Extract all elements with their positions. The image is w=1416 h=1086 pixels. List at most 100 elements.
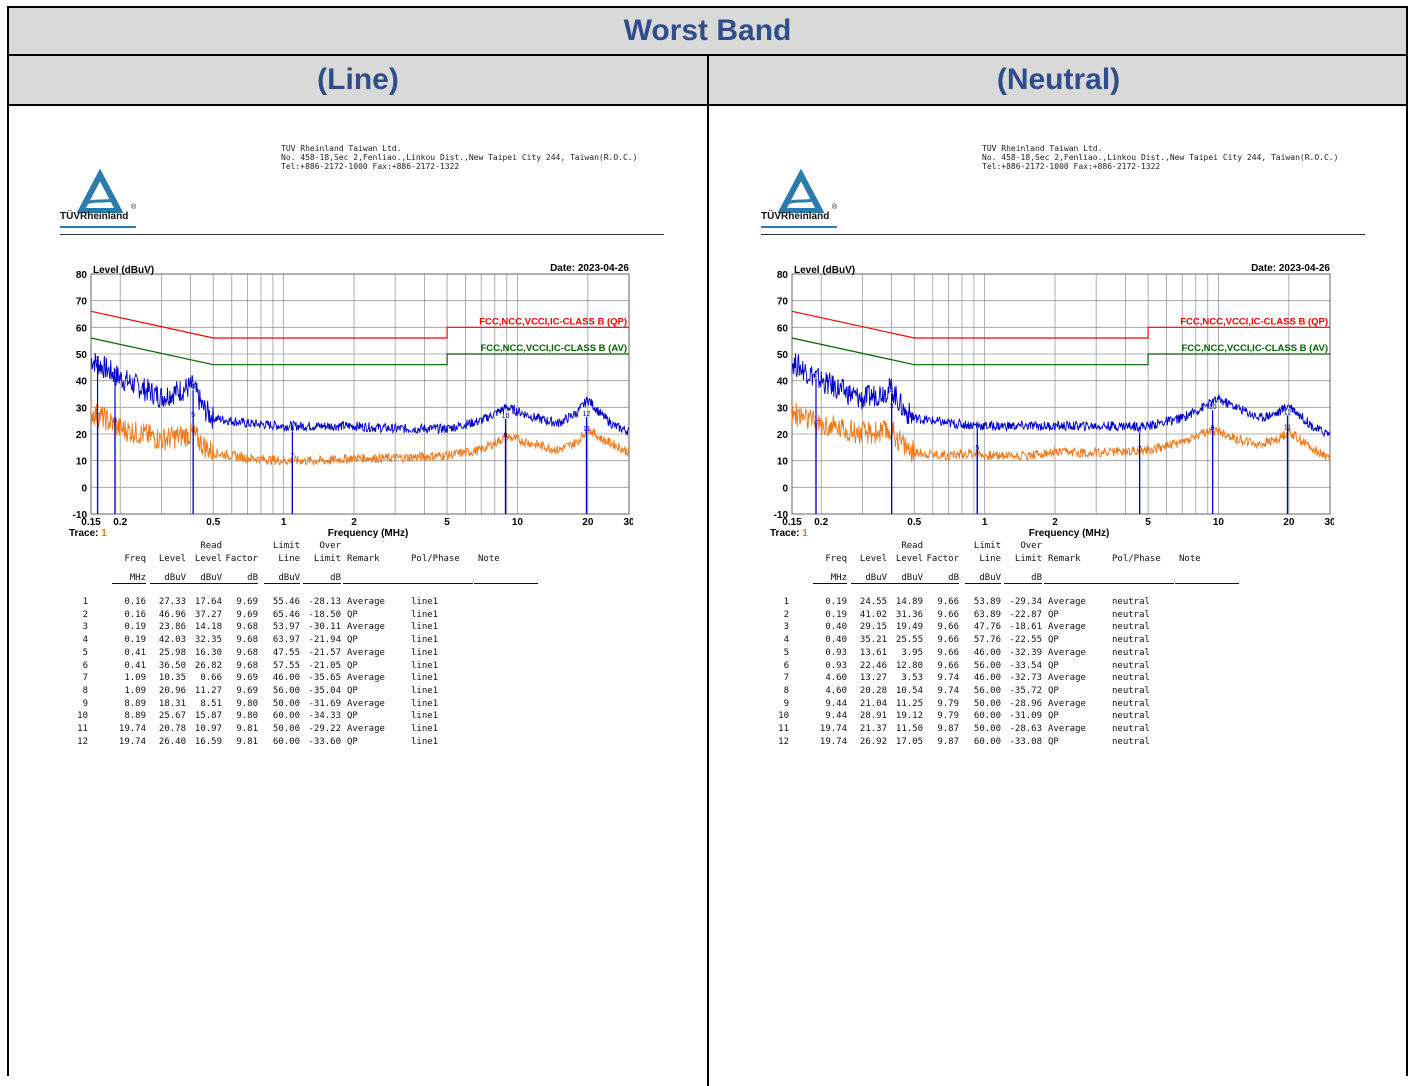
x-tick-label: 20 bbox=[1283, 517, 1295, 528]
table-row-cell: 60.00 bbox=[973, 711, 1001, 722]
table-row-cell: 8 bbox=[82, 685, 88, 696]
table-row-cell: 1 bbox=[82, 597, 88, 607]
marker-label: 6 bbox=[975, 421, 979, 428]
table-row-cell: 9.87 bbox=[937, 736, 959, 747]
table-row-cell: 1.09 bbox=[124, 685, 146, 696]
table-row-cell: 10.35 bbox=[158, 673, 186, 684]
table-row-cell: 10 bbox=[77, 711, 88, 722]
column-header-neutral: (Neutral) bbox=[709, 56, 1408, 104]
table-row-cell: 3 bbox=[82, 622, 88, 633]
table-row-cell: 0.16 bbox=[124, 597, 146, 607]
table-row-cell: 14.89 bbox=[895, 597, 923, 607]
table-row-cell: 25.55 bbox=[895, 635, 923, 646]
table-header-cell: Level bbox=[158, 554, 186, 564]
logo-registered-mark: ® bbox=[832, 204, 838, 211]
table-row-cell: Average bbox=[347, 597, 385, 607]
table-row-cell: 36.50 bbox=[158, 660, 186, 671]
y-tick-label: 20 bbox=[777, 430, 789, 441]
x-tick-label: 0.15 bbox=[81, 517, 101, 528]
table-row-cell: 60.00 bbox=[973, 736, 1001, 747]
table-row-cell: 46.00 bbox=[973, 673, 1001, 684]
logo-underline bbox=[761, 226, 837, 228]
tuv-logo bbox=[60, 163, 140, 233]
table-header-cell: Note bbox=[1179, 554, 1201, 564]
table-row-cell: -35.72 bbox=[1009, 685, 1042, 696]
table-header-cell: Note bbox=[478, 554, 500, 564]
table-row-cell: 24.55 bbox=[859, 597, 887, 607]
table-row-cell: 26.92 bbox=[859, 736, 887, 747]
marker-label: 10 bbox=[502, 413, 510, 420]
emission-chart: -10 0 10 20 30 40 50 60 70 80 0.15 0.2 0.5 1 2 5 10 20 30 L… bbox=[63, 260, 635, 540]
table-row-cell: -33.54 bbox=[1009, 660, 1042, 671]
table-row-cell: 9.79 bbox=[937, 698, 959, 709]
page-title: Worst Band bbox=[623, 14, 792, 47]
unit-underline bbox=[851, 583, 887, 584]
x-axis-label: Frequency (MHz) bbox=[1029, 528, 1110, 539]
table-row-cell: QP bbox=[1048, 660, 1059, 671]
x-tick-label: 2 bbox=[1052, 517, 1058, 528]
table-row-cell: -22.55 bbox=[1009, 635, 1042, 646]
table-row-cell: 11.50 bbox=[895, 724, 923, 734]
table-row-cell: 53.89 bbox=[973, 597, 1001, 607]
unit-underline bbox=[1044, 583, 1108, 584]
unit-underline bbox=[1175, 583, 1239, 584]
average-trace bbox=[90, 404, 630, 466]
table-row-cell: -28.13 bbox=[308, 597, 341, 607]
table-row-cell: QP bbox=[347, 685, 358, 696]
table-row-cell: 0.19 bbox=[825, 609, 847, 620]
table-row-cell: 9 bbox=[82, 698, 88, 709]
x-tick-label: 0.5 bbox=[206, 517, 220, 528]
qp-limit-line bbox=[90, 310, 629, 339]
table-row-cell: 9.66 bbox=[937, 622, 959, 633]
y-tick-label: 30 bbox=[76, 403, 88, 414]
table-row-cell: -33.60 bbox=[308, 736, 341, 747]
table-row-cell: 23.86 bbox=[158, 622, 186, 633]
y-tick-label: 30 bbox=[777, 403, 789, 414]
y-tick-label: 20 bbox=[76, 430, 88, 441]
table-row-cell: Average bbox=[347, 724, 385, 734]
table-unit-cell: dBuV bbox=[901, 573, 923, 583]
table-row-cell: 31.36 bbox=[895, 609, 923, 620]
table-row-cell: -31.69 bbox=[308, 698, 341, 709]
table-row-cell: 12 bbox=[77, 736, 88, 747]
table-row-cell: 11 bbox=[778, 724, 789, 734]
table-row-cell: 0.19 bbox=[124, 635, 146, 646]
table-row-cell: neutral bbox=[1112, 673, 1150, 684]
qp-limit-label: FCC,NCC,VCCI,IC-CLASS B (QP) bbox=[479, 316, 627, 327]
table-header-cell: Line bbox=[278, 554, 300, 564]
table-row-cell: 56.00 bbox=[272, 685, 300, 696]
table-row-cell: 0.19 bbox=[825, 597, 847, 607]
table-row-cell: 16.30 bbox=[194, 647, 222, 658]
table-row-cell: 4 bbox=[82, 635, 88, 646]
table-row-cell: 9.66 bbox=[937, 660, 959, 671]
y-tick-label: 0 bbox=[782, 483, 788, 494]
table-header-cell: Remark bbox=[347, 554, 380, 564]
table-row-cell: 13.61 bbox=[859, 647, 887, 658]
table-row-cell: 9.81 bbox=[236, 736, 258, 747]
table-row-cell: QP bbox=[347, 609, 358, 620]
table-header-cell: Over bbox=[1020, 541, 1042, 551]
table-unit-cell: dBuV bbox=[200, 573, 222, 583]
x-tick-label: 5 bbox=[1145, 517, 1151, 528]
table-row-cell: 0.40 bbox=[825, 635, 847, 646]
table-row-cell: 2 bbox=[783, 609, 789, 620]
table-header-cell: Factor bbox=[225, 554, 258, 564]
table-header-cell: Read bbox=[901, 541, 923, 551]
title-row: Worst Band bbox=[9, 8, 1406, 56]
table-row-cell: line1 bbox=[411, 635, 439, 646]
trace-value: 1 bbox=[802, 528, 808, 539]
table-row-cell: 60.00 bbox=[272, 711, 300, 722]
table-row-cell: 9.66 bbox=[937, 647, 959, 658]
table-header-cell: Line bbox=[979, 554, 1001, 564]
unit-underline bbox=[1004, 583, 1042, 584]
table-row-cell: 20.96 bbox=[158, 685, 186, 696]
table-row-cell: -18.50 bbox=[308, 609, 341, 620]
table-row-cell: Average bbox=[347, 622, 385, 633]
unit-underline bbox=[887, 583, 923, 584]
table-row-cell: 9.80 bbox=[236, 711, 258, 722]
table-row-cell: Average bbox=[1048, 698, 1086, 709]
table-header-cell: Limit bbox=[272, 541, 300, 551]
marker-label: 4 bbox=[890, 387, 894, 394]
column-label-line: (Line) bbox=[317, 63, 399, 96]
table-row-cell: -21.05 bbox=[308, 660, 341, 671]
